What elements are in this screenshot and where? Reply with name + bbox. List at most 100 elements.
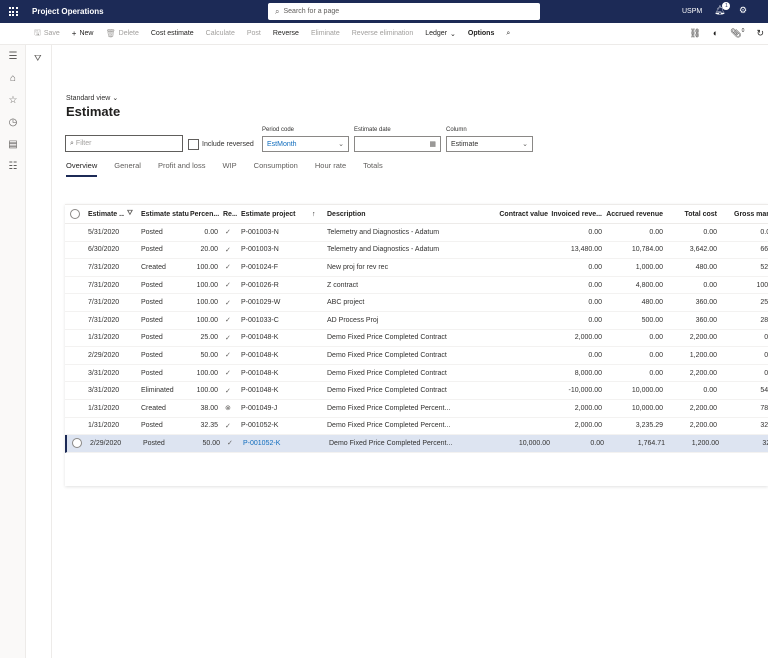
table-row[interactable]: 7/31/2020 Posted 100.00 ✓ P-001033-C AD Proce… bbox=[65, 312, 768, 330]
search-actions-icon[interactable]: ⌕ bbox=[506, 29, 511, 37]
cell-estimate-date[interactable]: 1/31/2020 bbox=[88, 422, 120, 430]
column-header-percent[interactable]: Percen... bbox=[190, 210, 220, 218]
tab-hour-rate[interactable]: Hour rate bbox=[314, 161, 347, 170]
table-row[interactable]: 7/31/2020 Posted 100.00 ✓ P-001026-R Z contra… bbox=[65, 277, 768, 295]
settings-gear-icon[interactable]: ⚙ bbox=[739, 5, 748, 15]
table-row[interactable]: 7/31/2020 Created 100.00 ✓ P-001024-F New pro… bbox=[65, 259, 768, 277]
table-row[interactable]: 2/29/2020 Posted 50.00 ✓ P-001048-K Demo Fixe… bbox=[65, 347, 768, 365]
cell-project-link[interactable]: P-001029-W bbox=[241, 299, 281, 307]
cell-estimate-date[interactable]: 7/31/2020 bbox=[88, 299, 120, 307]
new-button[interactable]: + New bbox=[71, 29, 94, 38]
cell-project-link[interactable]: P-001048-K bbox=[241, 369, 279, 377]
column-header-description[interactable]: Description bbox=[327, 210, 366, 218]
reverse-button[interactable]: Reverse bbox=[272, 30, 299, 37]
tab-wip[interactable]: WIP bbox=[222, 161, 237, 170]
checkbox[interactable] bbox=[188, 139, 199, 150]
column-header-accrued-revenue[interactable]: Accrued revenue bbox=[606, 210, 663, 218]
calendar-icon[interactable]: ▦ bbox=[429, 141, 436, 148]
table-row[interactable]: 6/30/2020 Posted 20.00 ✓ P-001003-N Telemetry… bbox=[65, 242, 768, 260]
sort-ascending-icon[interactable]: ↑ bbox=[312, 210, 316, 218]
workspaces-icon[interactable]: ▤ bbox=[8, 138, 18, 150]
cell-project-link[interactable]: P-001024-F bbox=[241, 263, 278, 271]
column-select[interactable]: Estimate ⌄ bbox=[446, 136, 533, 152]
tab-overview[interactable]: Overview bbox=[66, 161, 98, 177]
cost-estimate-button[interactable]: Cost estimate bbox=[150, 30, 194, 37]
tab-consumption[interactable]: Consumption bbox=[253, 161, 298, 170]
modules-list-icon[interactable]: ☷ bbox=[8, 160, 18, 172]
cell-project-link[interactable]: P-001052-K bbox=[241, 422, 279, 430]
app-title[interactable]: Project Operations bbox=[32, 7, 104, 16]
home-icon[interactable]: ⌂ bbox=[9, 72, 17, 84]
column-header-reversed[interactable]: Re... bbox=[223, 210, 237, 218]
tab-general[interactable]: General bbox=[114, 161, 141, 170]
select-all-checkbox[interactable] bbox=[70, 205, 84, 223]
cell-project-link[interactable]: P-001048-K bbox=[241, 387, 279, 395]
cell-estimate-date[interactable]: 3/31/2020 bbox=[88, 387, 120, 395]
office-icon[interactable]: ◐ bbox=[712, 28, 719, 38]
cell-project-link[interactable]: P-001052-K bbox=[243, 439, 281, 447]
cell-project-link[interactable]: P-001048-K bbox=[241, 334, 279, 342]
table-row[interactable]: 1/31/2020 Posted 25.00 ✓ P-001048-K Demo Fixe… bbox=[65, 330, 768, 348]
cell-contract-value bbox=[495, 347, 548, 364]
column-header-estimate[interactable]: Estimate ... bbox=[88, 210, 124, 218]
cell-estimate-date[interactable]: 7/31/2020 bbox=[88, 316, 120, 324]
cell-estimate-date[interactable]: 6/30/2020 bbox=[88, 246, 120, 254]
recent-clock-icon[interactable]: ◷ bbox=[8, 116, 18, 128]
link-icon[interactable]: ⛓ bbox=[689, 28, 701, 38]
refresh-icon[interactable]: ↻ bbox=[756, 28, 764, 38]
column-header-project[interactable]: Estimate project bbox=[241, 210, 296, 218]
cell-estimate-date[interactable]: 7/31/2020 bbox=[88, 281, 120, 289]
company-picker[interactable]: USPM bbox=[682, 8, 703, 15]
cell-project-link[interactable]: P-001033-C bbox=[241, 316, 279, 324]
table-row[interactable]: 1/31/2020 Created 38.00 ⊗ P-001049-J Demo Fix… bbox=[65, 400, 768, 418]
column-header-gross-margin[interactable]: Gross margi bbox=[734, 210, 768, 218]
reverse-elimination-button[interactable]: Reverse elimination bbox=[351, 30, 414, 37]
grid-header-row: Estimate ... ⛛ Estimate status Percen...… bbox=[65, 205, 768, 224]
global-search-input[interactable]: ⌕ Search for a page bbox=[268, 3, 540, 20]
column-header-status[interactable]: Estimate status bbox=[141, 210, 189, 218]
delete-button[interactable]: 🗑︎ Delete bbox=[105, 29, 139, 38]
column-header-invoiced-revenue[interactable]: Invoiced reve... bbox=[551, 210, 602, 218]
tab-profit-and-loss[interactable]: Profit and loss bbox=[157, 161, 206, 170]
filter-funnel-icon[interactable]: ⛛ bbox=[127, 210, 133, 217]
tab-totals[interactable]: Totals bbox=[363, 161, 383, 170]
app-launcher-icon[interactable] bbox=[0, 0, 26, 23]
table-row[interactable]: 3/31/2020 Posted 100.00 ✓ P-001048-K Demo Fix… bbox=[65, 365, 768, 383]
cell-project-link[interactable]: P-001003-N bbox=[241, 246, 279, 254]
cell-estimate-date[interactable]: 5/31/2020 bbox=[88, 228, 120, 236]
table-row[interactable]: 7/31/2020 Posted 100.00 ✓ P-001029-W ABC proj… bbox=[65, 294, 768, 312]
cell-estimate-date[interactable]: 1/31/2020 bbox=[88, 404, 120, 412]
options-tab[interactable]: Options bbox=[467, 30, 495, 37]
post-button[interactable]: Post bbox=[246, 30, 261, 37]
notifications-bell-icon[interactable]: 🔔︎ 1 bbox=[714, 2, 731, 16]
attachments-icon[interactable]: 📎︎0 bbox=[730, 28, 745, 38]
view-selector[interactable]: Standard view ⌄ bbox=[66, 95, 119, 102]
cell-project-link[interactable]: P-001026-R bbox=[241, 281, 279, 289]
cell-estimate-date[interactable]: 1/31/2020 bbox=[88, 334, 120, 342]
cell-estimate-date[interactable]: 7/31/2020 bbox=[88, 263, 120, 271]
save-button[interactable]: 🖫︎ Save bbox=[28, 27, 66, 41]
estimate-date-picker[interactable]: ▦ bbox=[354, 136, 441, 152]
eliminate-button[interactable]: Eliminate bbox=[310, 30, 340, 37]
column-header-total-cost[interactable]: Total cost bbox=[684, 210, 717, 218]
cell-project-link[interactable]: P-001049-J bbox=[241, 404, 278, 412]
period-code-select[interactable]: EstMonth ⌄ bbox=[262, 136, 349, 152]
row-select-radio[interactable] bbox=[72, 435, 86, 452]
cell-project-link[interactable]: P-001048-K bbox=[241, 351, 279, 359]
table-row[interactable]: 2/29/2020 Posted 50.00 ✓ P-001052-K Demo Fixe… bbox=[65, 435, 768, 453]
filter-funnel-icon[interactable]: ⛛ bbox=[34, 53, 42, 63]
favorites-star-icon[interactable]: ☆ bbox=[8, 94, 18, 106]
cell-estimate-date[interactable]: 3/31/2020 bbox=[88, 369, 120, 377]
ledger-menu[interactable]: Ledger ⌄ bbox=[425, 30, 456, 38]
table-row[interactable]: 5/31/2020 Posted 0.00 ✓ P-001003-N Telemetry … bbox=[65, 224, 768, 242]
include-reversed-checkbox[interactable]: Include reversed bbox=[188, 139, 254, 150]
table-row[interactable]: 1/31/2020 Posted 32.35 ✓ P-001052-K Demo Fixe… bbox=[65, 418, 768, 436]
cell-project-link[interactable]: P-001003-N bbox=[241, 228, 279, 236]
column-header-contract-value[interactable]: Contract value bbox=[499, 210, 548, 218]
filter-input[interactable]: ⌕ Filter bbox=[65, 135, 183, 152]
calculate-button[interactable]: Calculate bbox=[205, 30, 235, 37]
hamburger-menu-icon[interactable]: ☰ bbox=[8, 50, 18, 62]
cell-estimate-date[interactable]: 2/29/2020 bbox=[88, 351, 120, 359]
cell-estimate-date[interactable]: 2/29/2020 bbox=[90, 439, 122, 447]
table-row[interactable]: 3/31/2020 Eliminated 100.00 ✓ P-001048-K Demo… bbox=[65, 382, 768, 400]
